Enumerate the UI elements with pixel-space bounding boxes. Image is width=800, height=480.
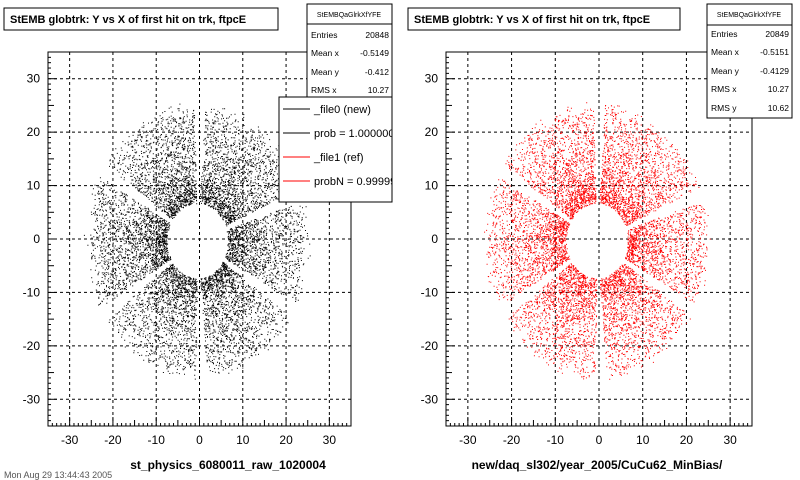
x-tick-label: 10 <box>636 433 650 447</box>
left-stats-value-mean-x: -0.5149 <box>360 48 389 58</box>
left-title-box <box>3 7 279 31</box>
left-stats-label-entries: Entries <box>311 30 337 40</box>
y-tick-label: -20 <box>23 339 41 353</box>
y-tick-label: 20 <box>425 125 439 139</box>
y-tick-label: 20 <box>27 125 41 139</box>
left-axes: -30 -20 -10 0 10 20 30 -30 -20 -10 0 10 20 30 <box>23 51 352 447</box>
scatter-point <box>484 102 711 380</box>
x-tick-label: 30 <box>723 433 737 447</box>
left-scatter-points <box>83 103 311 380</box>
right-grid <box>446 52 752 426</box>
left-stats-label-mean-y: Mean y <box>311 67 340 77</box>
left-stats-value-mean-y: -0.412 <box>365 67 389 77</box>
y-tick-label: -10 <box>421 285 439 299</box>
y-tick-label: 0 <box>33 232 40 246</box>
y-tick-label: -20 <box>421 339 439 353</box>
x-tick-label: -10 <box>547 433 565 447</box>
left-panel: -30 -20 -10 0 10 20 30 -30 -20 -10 0 10 20 30 StEMB g… <box>3 3 396 472</box>
right-stats-header: StEMBQaGlrkXfYFE <box>717 12 782 19</box>
left-chart-title: StEMB globtrk: Y vs X of first hit on tr… <box>10 14 246 26</box>
left-stats-label-mean-x: Mean x <box>311 48 340 58</box>
right-stats-value-mean-y: -0.4129 <box>760 66 789 76</box>
right-stats-value-entries: 20849 <box>765 29 789 39</box>
y-tick-label: 30 <box>27 72 41 86</box>
y-tick-label: 10 <box>425 179 439 193</box>
right-panel: -30 -20 -10 0 10 20 30 -30 -20 -10 0 10 20 30 StEMB g… <box>407 3 793 472</box>
x-tick-label: 0 <box>596 433 603 447</box>
left-x-axis-label: st_physics_6080011_raw_1020004 <box>130 458 326 472</box>
x-tick-label: -20 <box>104 433 122 447</box>
left-stats-value-rms-x: 10.27 <box>368 85 390 95</box>
right-chart-title: StEMB globtrk: Y vs X of first hit on tr… <box>414 14 650 26</box>
x-tick-label: 20 <box>279 433 293 447</box>
left-stats-box: StEMBQaGlrkXfYFE Entries 20848 Mean x -0… <box>306 3 393 103</box>
y-tick-label: -30 <box>23 392 41 406</box>
right-stats-value-mean-x: -0.5151 <box>760 47 789 57</box>
x-tick-label: 10 <box>236 433 250 447</box>
legend: _file0 (new) prob = 1.000000 _file1 (ref… <box>278 96 396 203</box>
x-tick-label: -20 <box>503 433 521 447</box>
left-stats-value-entries: 20848 <box>365 30 389 40</box>
x-tick-label: -30 <box>61 433 79 447</box>
scatter-point <box>83 103 311 380</box>
right-stats-box: StEMBQaGlrkXfYFE Entries 20849 Mean x -0… <box>706 3 793 119</box>
footer-timestamp: Mon Aug 29 13:44:43 2005 <box>4 470 112 480</box>
right-title-box <box>407 7 681 31</box>
x-tick-label: 20 <box>680 433 694 447</box>
x-tick-label: -10 <box>148 433 166 447</box>
right-stats-value-rms-y: 10.62 <box>768 103 790 113</box>
x-tick-label: -30 <box>459 433 477 447</box>
legend-label-file1: _file1 (ref) <box>313 152 364 164</box>
y-tick-label: -30 <box>421 392 439 406</box>
y-tick-label: 30 <box>425 72 439 86</box>
right-stats-label-rms-x: RMS x <box>711 84 737 94</box>
y-tick-label: -10 <box>23 285 41 299</box>
left-stats-header: StEMBQaGlrkXfYFE <box>317 12 382 19</box>
legend-label-probn: probN = 0.99999 <box>314 176 396 188</box>
x-tick-label: 30 <box>323 433 337 447</box>
right-stats-label-entries: Entries <box>711 29 737 39</box>
right-x-axis-label: new/daq_sl302/year_2005/CuCu62_MinBias/ <box>472 458 723 472</box>
right-stats-label-mean-x: Mean x <box>711 47 740 57</box>
right-axes: -30 -20 -10 0 10 20 30 -30 -20 -10 0 10 20 30 <box>421 51 753 447</box>
right-stats-value-rms-x: 10.27 <box>768 84 790 94</box>
left-stats-label-rms-x: RMS x <box>311 85 337 95</box>
legend-label-file0: _file0 (new) <box>313 104 371 116</box>
right-scatter-points <box>484 102 711 380</box>
legend-label-prob: prob = 1.000000 <box>314 128 394 140</box>
right-stats-label-rms-y: RMS y <box>711 103 737 113</box>
x-tick-label: 0 <box>196 433 203 447</box>
y-tick-label: 0 <box>431 232 438 246</box>
right-stats-label-mean-y: Mean y <box>711 66 740 76</box>
y-tick-label: 10 <box>27 179 41 193</box>
